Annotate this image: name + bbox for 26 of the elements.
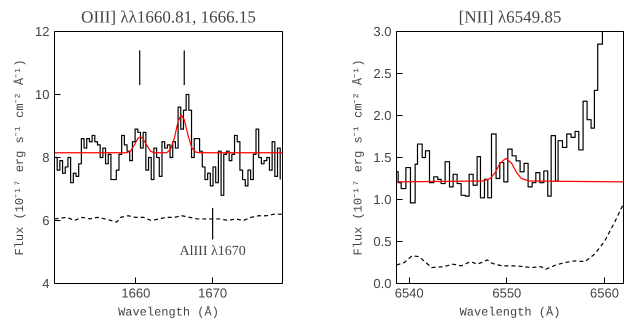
chart-title: OIII] λλ1660.81, 1666.15	[81, 8, 256, 26]
x-axis-title: Wavelength (Å)	[460, 306, 560, 320]
x-axis-title: Wavelength (Å)	[118, 306, 219, 320]
y-axis-title: Flux (10⁻¹⁷ erg s⁻¹ cm⁻² Å⁻¹)	[351, 59, 366, 256]
y-tick-label: 0.0	[373, 276, 392, 291]
x-tick-label: 1670	[198, 286, 228, 300]
y-axis-title: Flux (10⁻¹⁷ erg s⁻¹ cm⁻² Å⁻¹)	[13, 59, 28, 256]
y-tick-label: 4	[42, 276, 50, 291]
y-tick-label: 0.5	[373, 234, 392, 249]
annotation: AlIII λ1670	[180, 244, 246, 260]
y-tick-label: 10	[35, 87, 50, 102]
y-tick-label: 2.0	[373, 108, 392, 123]
y-tick-label: 3.0	[373, 24, 392, 39]
x-tick-label: 6560	[590, 286, 619, 300]
line-series	[396, 158, 624, 182]
x-tick-label: 6540	[394, 286, 424, 300]
line-series	[54, 114, 282, 154]
y-tick-label: 6	[42, 213, 50, 228]
x-tick-label: 1660	[121, 286, 150, 300]
y-tick-label: 1.0	[373, 192, 392, 207]
x-tick-label: 6550	[492, 286, 522, 300]
chart-title: [NII] λ6549.85	[458, 8, 562, 26]
y-tick-label: 8	[42, 150, 50, 165]
y-tick-label: 1.5	[373, 150, 392, 165]
y-tick-label: 12	[35, 24, 50, 39]
y-tick-label: 2.5	[373, 66, 392, 81]
